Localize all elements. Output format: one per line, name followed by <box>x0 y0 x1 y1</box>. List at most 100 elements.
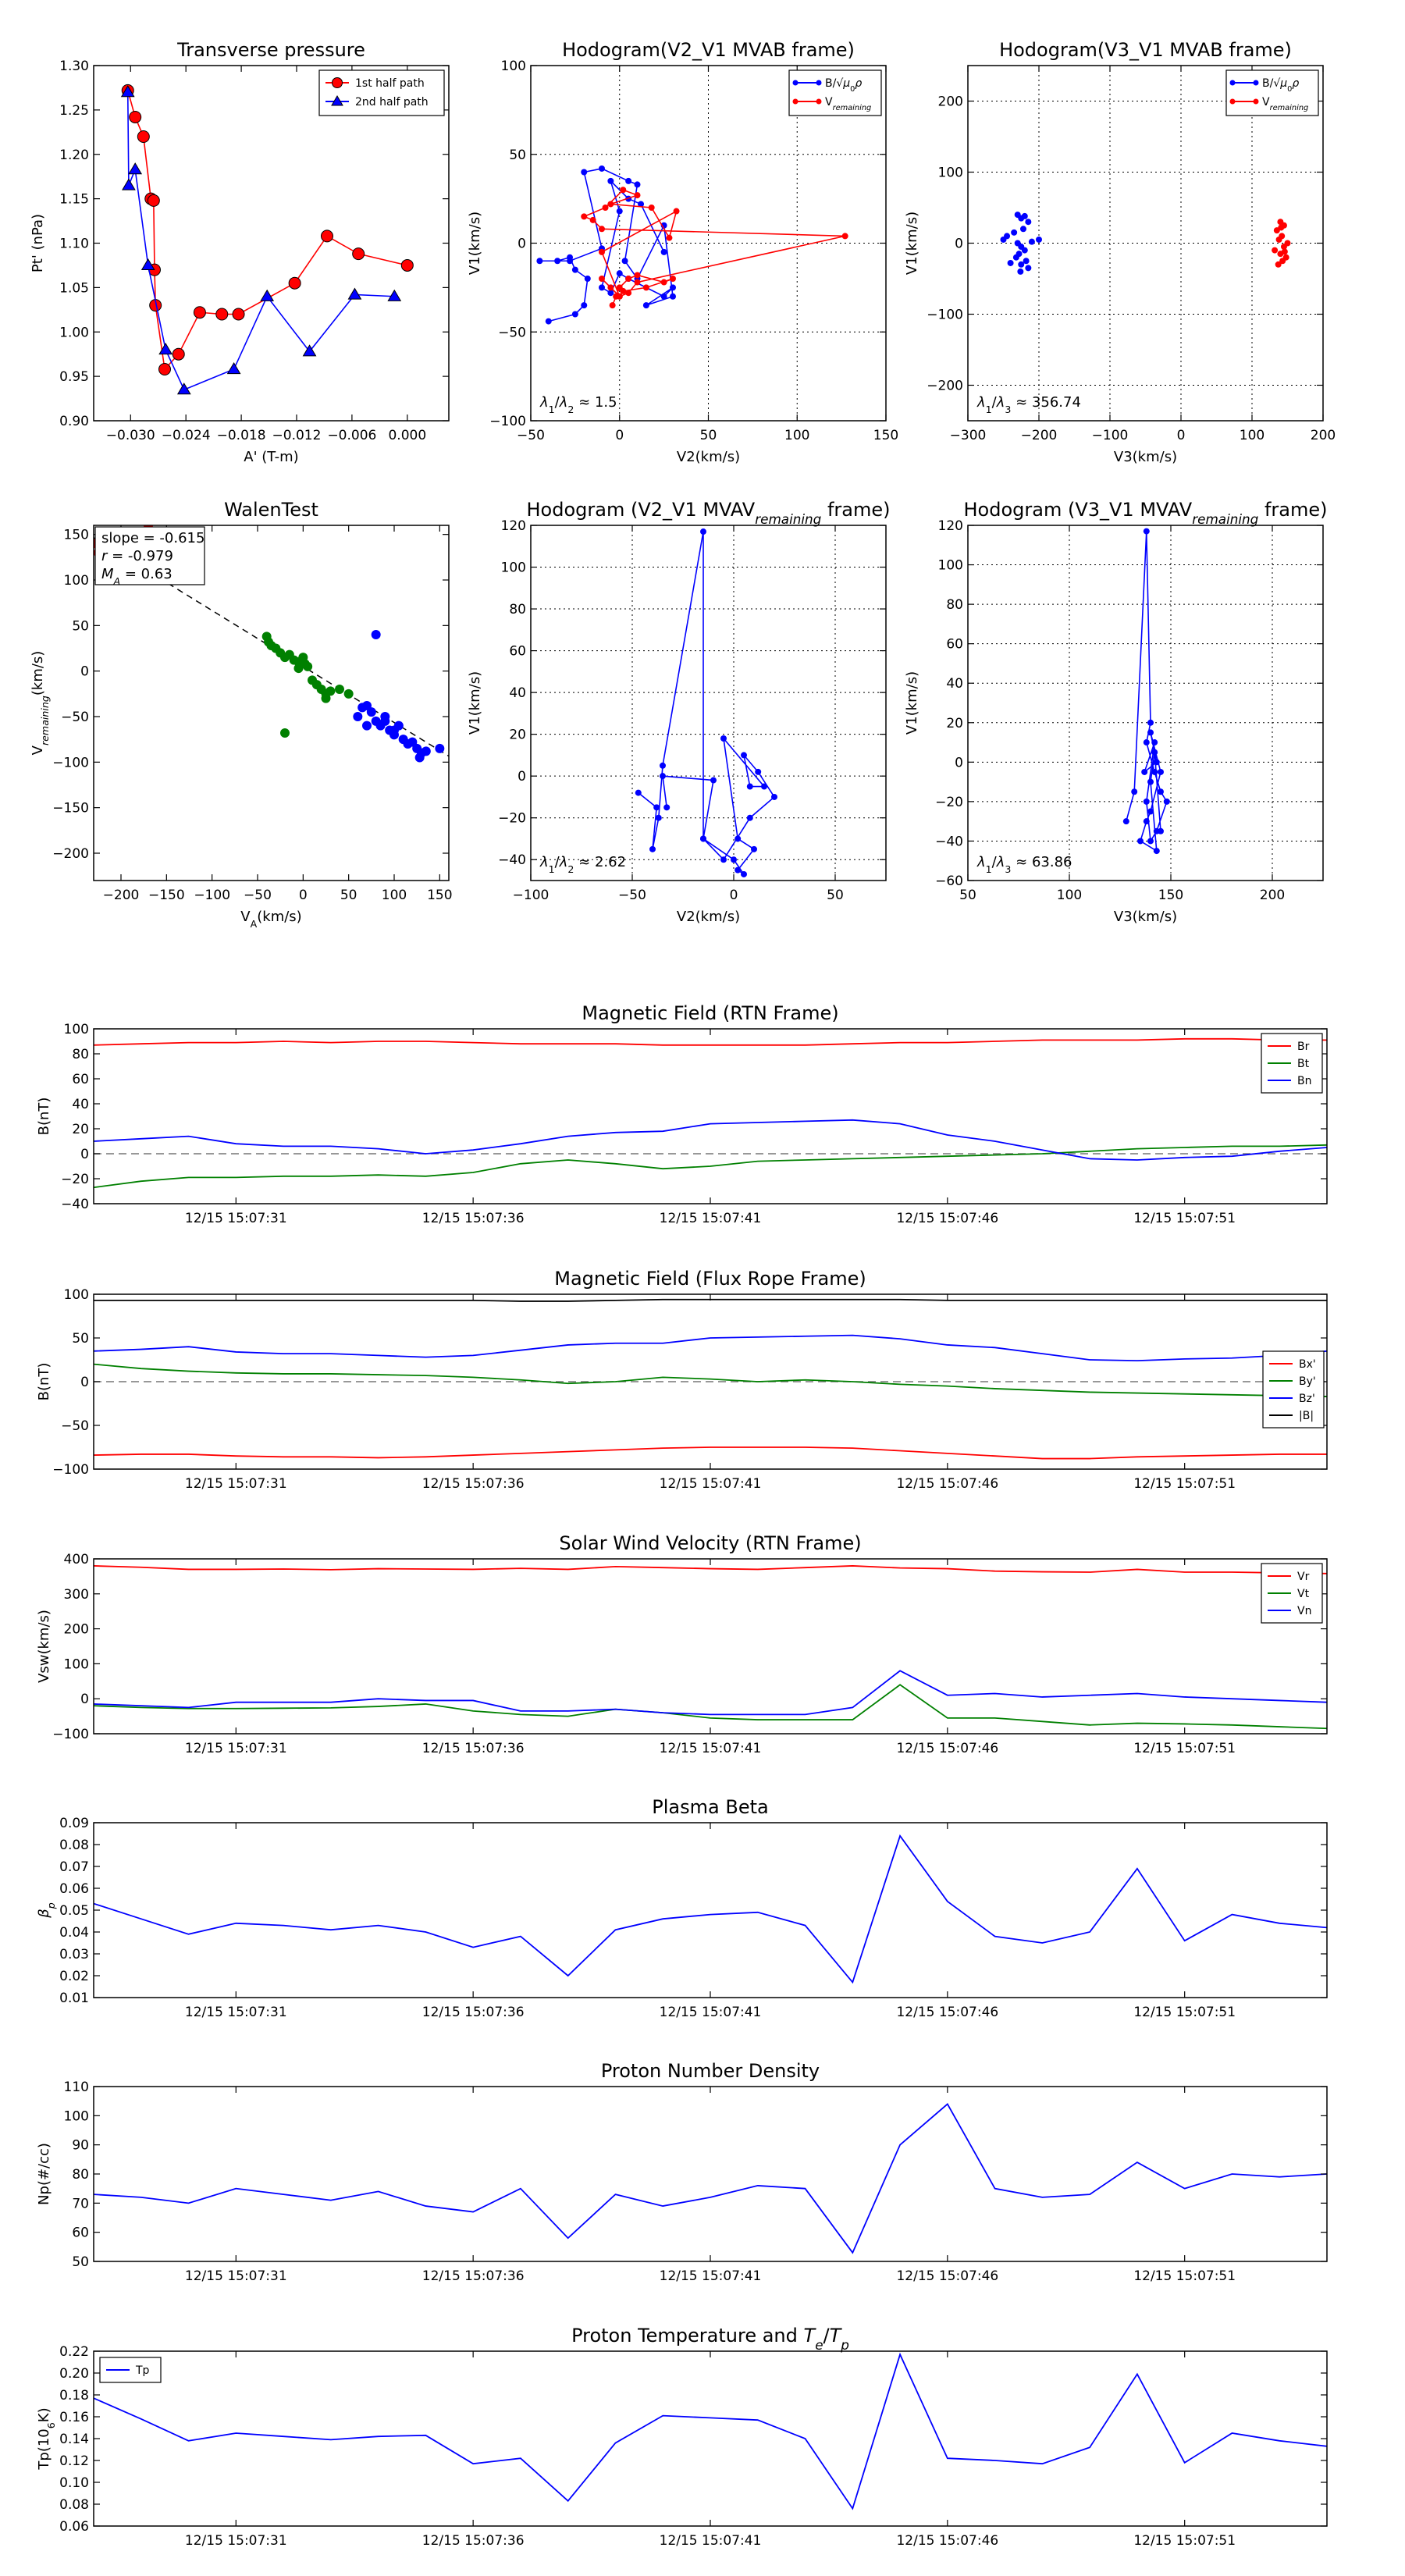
y-tick-label: 0.09 <box>59 1816 89 1831</box>
legend-label: Tp <box>135 2364 150 2377</box>
data-point <box>607 177 614 184</box>
data-point <box>1280 244 1287 251</box>
x-tick-label: 12/15 15:07:31 <box>185 1741 287 1756</box>
data-point <box>362 720 372 731</box>
legend-label: By' <box>1299 1375 1316 1388</box>
series-line-Vn <box>94 1670 1327 1716</box>
data-layer <box>94 1298 1327 1460</box>
plot-frame <box>93 1558 1328 1735</box>
y-tick-label: −50 <box>498 325 526 340</box>
y-tick-label: −200 <box>927 379 963 394</box>
y-tick-label: 0.05 <box>59 1903 89 1919</box>
y-axis-label: B(nT) <box>36 1098 52 1136</box>
x-tick-label: 12/15 15:07:46 <box>896 1741 998 1756</box>
y-tick-label: −50 <box>61 1418 89 1434</box>
data-point <box>129 110 142 123</box>
y-tick-label: 20 <box>72 1122 89 1137</box>
x-tick-label: −50 <box>244 888 272 903</box>
data-layer <box>120 84 414 395</box>
data-point <box>589 216 596 223</box>
data-point <box>599 284 605 291</box>
data-point <box>771 793 777 800</box>
y-tick-label: 0.14 <box>59 2432 89 2447</box>
data-layer <box>94 2103 1327 2254</box>
y-tick-label: 20 <box>509 728 526 743</box>
data-point <box>1147 838 1154 845</box>
data-point <box>660 248 667 255</box>
data-point <box>1007 259 1014 266</box>
y-tick-label: 1.30 <box>59 59 89 74</box>
y-tick-label: 0.20 <box>59 2366 89 2382</box>
data-point <box>613 293 620 300</box>
data-point <box>666 234 673 241</box>
data-point <box>347 287 362 300</box>
data-point <box>1028 238 1035 245</box>
x-tick-label: 12/15 15:07:36 <box>422 2533 525 2549</box>
y-tick-label: −100 <box>489 414 526 429</box>
y-tick-label: 40 <box>946 676 963 692</box>
data-point <box>389 725 399 735</box>
data-point <box>335 685 344 694</box>
x-tick-label: 12/15 15:07:36 <box>422 1741 525 1756</box>
data-point <box>400 258 414 272</box>
x-tick-label: 150 <box>1158 888 1183 903</box>
data-point <box>616 284 623 291</box>
x-tick-label: 12/15 15:07:41 <box>660 2005 762 2020</box>
data-point <box>599 165 605 172</box>
legend-marker <box>1253 80 1259 86</box>
x-tick-label: 12/15 15:07:41 <box>660 2268 762 2284</box>
x-tick-label: 100 <box>1057 888 1082 903</box>
data-point <box>1151 768 1158 775</box>
x-tick-label: −0.006 <box>327 428 376 443</box>
y-tick-label: 0.22 <box>59 2344 89 2360</box>
data-point <box>1163 798 1170 805</box>
y-tick-label: 100 <box>64 1287 89 1303</box>
data-point <box>1281 248 1288 255</box>
data-point <box>761 783 767 790</box>
data-layer <box>94 1834 1327 1984</box>
x-tick-label: 12/15 15:07:41 <box>660 2533 762 2549</box>
y-axis-label: V1(km/s) <box>467 671 483 735</box>
data-point <box>700 835 706 842</box>
y-tick-label: 100 <box>501 560 526 576</box>
legend-marker <box>1253 98 1259 105</box>
y-tick-label: 0.95 <box>59 369 89 385</box>
series-line-0 <box>638 531 776 875</box>
x-tick-label: 12/15 15:07:31 <box>185 2268 287 2284</box>
data-point <box>1153 848 1160 855</box>
y-tick-label: 50 <box>72 2254 89 2270</box>
y-tick-label: 150 <box>64 528 89 543</box>
data-point <box>120 85 135 98</box>
y-tick-label: 120 <box>501 518 526 534</box>
data-point <box>122 178 136 190</box>
legend: B/√μ0ρ Vremaining <box>1225 69 1319 116</box>
data-point <box>620 187 627 194</box>
data-point <box>571 311 578 318</box>
data-point <box>625 276 632 282</box>
x-tick-label: 50 <box>827 888 844 903</box>
y-tick-label: −20 <box>935 795 963 810</box>
x-tick-label: 200 <box>1260 888 1285 903</box>
chart-title: Proton Number Density <box>601 2060 820 2082</box>
lambda-annotation: λ1/λ2 ≈ 1.5 <box>539 394 617 415</box>
x-axis-label: V3(km/s) <box>1114 909 1177 925</box>
y-tick-label: 100 <box>64 573 89 589</box>
y-tick-label: −200 <box>52 846 89 862</box>
y-tick-label: −150 <box>52 801 89 817</box>
legend-label: B/√μ0ρ <box>825 77 862 94</box>
data-point <box>731 856 737 863</box>
x-tick-label: −100 <box>513 888 550 903</box>
y-axis-label: V1(km/s) <box>467 212 483 275</box>
y-axis-label: βp <box>36 1902 57 1919</box>
chart-hodo2: −200 −100 0 100 200 −300 −200 −100 0 100 200 Hodogr… <box>904 39 1336 465</box>
legend: Bx' By' Bz' |B| <box>1262 1350 1325 1429</box>
x-tick-label: 50 <box>340 888 357 903</box>
y-tick-label: 110 <box>64 2080 89 2095</box>
data-point <box>1141 768 1148 775</box>
y-tick-label: 80 <box>72 1047 89 1062</box>
x-tick-label: 12/15 15:07:31 <box>185 2005 287 2020</box>
stats-slope: slope = -0.615 <box>101 530 205 546</box>
data-point <box>649 845 656 852</box>
y-tick-label: 0.03 <box>59 1947 89 1962</box>
